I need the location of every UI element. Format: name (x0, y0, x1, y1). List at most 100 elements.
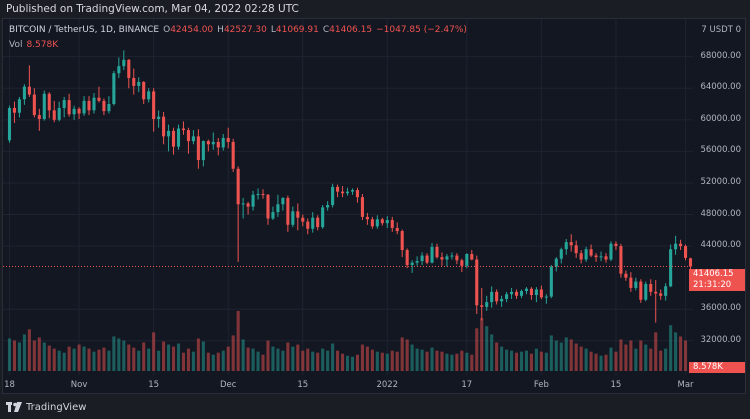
volume-bar (619, 339, 623, 371)
volume-bar (425, 351, 429, 371)
candle-body (132, 77, 136, 86)
volume-bar (236, 311, 240, 371)
candle-body (311, 217, 315, 229)
candle-body (674, 243, 678, 250)
time-tick-label: 15 (610, 380, 622, 390)
volume-bar (629, 340, 633, 371)
close-label: C (322, 25, 330, 35)
volume-bar (201, 341, 205, 371)
candle-body (117, 66, 121, 74)
volume-bar (559, 342, 563, 371)
candle-body (216, 141, 220, 148)
volume-bar (390, 350, 394, 371)
candle-body (579, 253, 583, 260)
candle-body (390, 220, 394, 228)
volume-bar (77, 344, 81, 371)
candle-body (52, 110, 56, 120)
candle-body (256, 194, 260, 195)
volume-bar (569, 339, 573, 371)
currency-label[interactable]: 7 USDT 0 (701, 25, 741, 35)
volume-bar (57, 350, 61, 371)
volume-bar (455, 353, 459, 371)
volume-bar (107, 350, 111, 371)
volume-bar (519, 351, 524, 371)
volume-bar (500, 346, 504, 371)
candle-body (450, 255, 454, 257)
candle-body (162, 116, 166, 137)
chart-canvas[interactable] (3, 19, 746, 394)
volume-bar (211, 354, 215, 371)
time-tick-label: 15 (297, 380, 309, 390)
volume-bar (524, 350, 529, 371)
volume-bar (181, 352, 186, 371)
candle-body (72, 108, 76, 115)
candle-body (127, 59, 131, 78)
volume-bar (370, 349, 374, 371)
volume-bar (589, 351, 593, 371)
volume-bar (301, 350, 305, 371)
candle-body (350, 190, 355, 192)
candle-body (341, 191, 345, 194)
volume-bar (430, 347, 434, 371)
volume-bar (122, 340, 126, 371)
volume-bar (574, 343, 578, 371)
candle-body (360, 197, 364, 217)
candle-body (57, 107, 61, 120)
candle-body (614, 243, 618, 247)
candle-body (599, 256, 603, 258)
volume-bar (47, 345, 51, 371)
volume-bar (171, 346, 176, 371)
low-label: L (270, 25, 276, 35)
volume-bar (350, 356, 355, 371)
candle-body (221, 137, 225, 148)
volume-bar (674, 332, 678, 371)
candle-body (594, 255, 598, 258)
volume-bar (27, 329, 31, 371)
volume-bar (72, 348, 76, 371)
volume-bar (221, 350, 225, 371)
volume-bar (649, 348, 653, 371)
candle-body (574, 245, 578, 254)
change-value: −1047.85 (−2.47%) (376, 25, 467, 35)
candle-body (410, 262, 414, 266)
candle-body (435, 246, 439, 258)
candle-body (201, 141, 205, 161)
candle-body (460, 260, 464, 266)
candle-body (32, 94, 36, 116)
volume-bar (336, 350, 340, 371)
candle-body (440, 257, 444, 260)
volume-bar (355, 354, 359, 371)
candle-body (171, 130, 176, 147)
high-label: H (217, 25, 224, 35)
volume-bar (226, 346, 230, 371)
candle-body (514, 291, 519, 296)
candle-body (415, 261, 419, 263)
candle-body (589, 249, 593, 256)
volume-bar (470, 354, 474, 371)
candle-body (321, 207, 325, 228)
candle-body (475, 259, 479, 306)
volume-bar (664, 348, 668, 371)
candle-body (122, 59, 126, 67)
candle-body (186, 130, 190, 142)
price-chart[interactable]: BITCOIN / TetherUS, 1D, BINANCE O42454.0… (2, 18, 746, 394)
candle-body (181, 128, 186, 131)
volume-bar (420, 349, 424, 371)
volume-bar (216, 352, 220, 371)
volume-bar (539, 351, 543, 371)
volume-bar (162, 341, 166, 371)
candle-body (639, 281, 643, 300)
candle-body (430, 246, 434, 263)
candle-body (455, 255, 459, 261)
volume-tag: 8.578K (689, 362, 745, 373)
volume-bar (22, 334, 26, 371)
candle-body (241, 203, 245, 205)
volume-bar (505, 349, 509, 371)
candle-body (157, 116, 161, 120)
candle-body (554, 258, 558, 267)
volume-bar (529, 353, 533, 371)
candle-body (331, 186, 335, 206)
candle-body (286, 197, 290, 225)
volume-bar (659, 350, 663, 371)
volume-bar (400, 337, 404, 371)
